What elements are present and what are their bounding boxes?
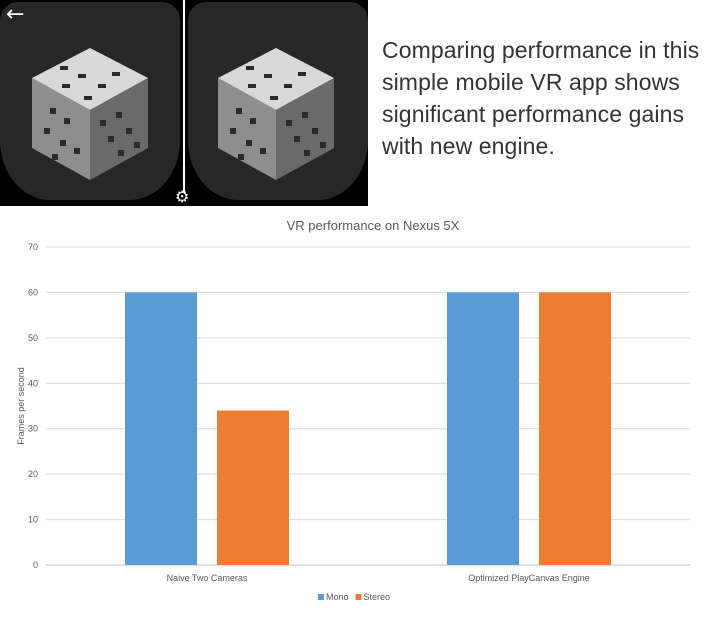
legend-label-stereo: Stereo: [364, 592, 391, 602]
y-axis-label: Frames per second: [16, 367, 26, 445]
right-eye-view: [188, 2, 368, 200]
y-tick-label: 50: [28, 333, 38, 343]
back-arrow-icon[interactable]: ←: [6, 2, 25, 27]
y-tick-label: 70: [28, 242, 38, 252]
caption-text: Comparing performance in this simple mob…: [382, 37, 700, 159]
y-tick-label: 20: [28, 469, 38, 479]
x-tick-label: Optimized PlayCanvas Engine: [468, 573, 590, 583]
gear-icon[interactable]: ⚙: [175, 187, 190, 206]
y-tick-label: 10: [28, 515, 38, 525]
vr-stereo-view: ← ⚙: [0, 0, 368, 206]
legend-swatch-stereo: [355, 594, 362, 600]
chart-svg: VR performance on Nexus 5X 0 10 20 30 40 50 60 7…: [16, 218, 690, 602]
bar-stereo-1: [217, 410, 289, 565]
chart-title: VR performance on Nexus 5X: [287, 218, 460, 233]
y-tick-label: 0: [33, 560, 38, 570]
y-tick-label: 40: [28, 378, 38, 388]
y-tick-label: 30: [28, 424, 38, 434]
legend-swatch-mono: [318, 594, 324, 600]
y-tick-label: 60: [28, 287, 38, 297]
bar-mono-2: [447, 292, 519, 565]
bar-mono-1: [125, 292, 197, 565]
bar-stereo-2: [539, 292, 611, 565]
lens-divider: [183, 0, 185, 192]
cube-grid-render-right: [218, 48, 334, 180]
bar-chart: VR performance on Nexus 5X 0 10 20 30 40 50 60 7…: [0, 206, 716, 617]
left-eye-view: [0, 2, 180, 200]
cube-grid-render-left: [32, 48, 148, 180]
x-tick-label: Naive Two Cameras: [167, 573, 248, 583]
legend-label-mono: Mono: [326, 592, 349, 602]
